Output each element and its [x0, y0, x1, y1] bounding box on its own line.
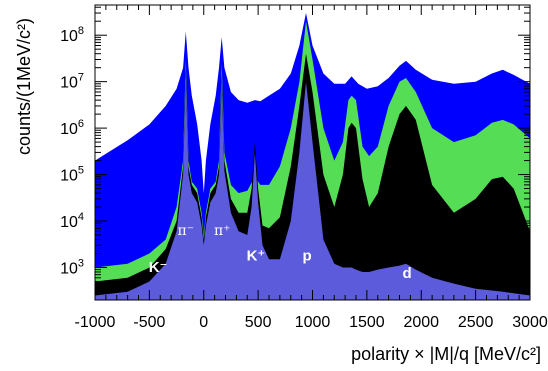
particle-label: d: [403, 265, 412, 282]
y-tick-label: 108: [60, 25, 84, 45]
x-tick-label: 2500: [458, 314, 494, 331]
particle-label: p: [302, 248, 311, 265]
y-tick-label: 103: [60, 257, 84, 277]
y-tick-label: 107: [60, 72, 84, 92]
y-axis-title: counts/(1MeV/c²): [14, 18, 34, 155]
x-tick-label: 1500: [349, 314, 385, 331]
y-tick-label: 105: [60, 165, 84, 185]
x-tick-label: -500: [133, 314, 165, 331]
y-tick-label: 106: [60, 118, 84, 138]
x-tick-label: 0: [199, 314, 208, 331]
particle-label: K⁺: [247, 248, 266, 265]
particle-label: π⁺: [214, 223, 231, 239]
x-tick-label: -1000: [75, 314, 116, 331]
particle-annotations: K⁻ π⁻ π⁺ K⁺ p d: [149, 223, 412, 282]
x-tick-label: 1000: [295, 314, 331, 331]
series-area-3: [95, 73, 530, 300]
y-tick-labels: 103 104 105 106 107 108: [60, 25, 84, 277]
axis-ticks: [94, 5, 531, 301]
series-areas: [95, 13, 530, 301]
particle-label: K⁻: [149, 259, 168, 276]
x-tick-label: 2000: [403, 314, 439, 331]
x-tick-label: 3000: [512, 314, 548, 331]
x-axis-title: polarity × |M|/q [MeV/c²]: [351, 344, 541, 364]
y-tick-label: 104: [60, 211, 84, 231]
x-tick-labels: -1000 -500 0 500 1000 1500 2000 2500 3000: [75, 314, 548, 331]
x-tick-label: 500: [245, 314, 272, 331]
particle-label: π⁻: [178, 223, 195, 239]
